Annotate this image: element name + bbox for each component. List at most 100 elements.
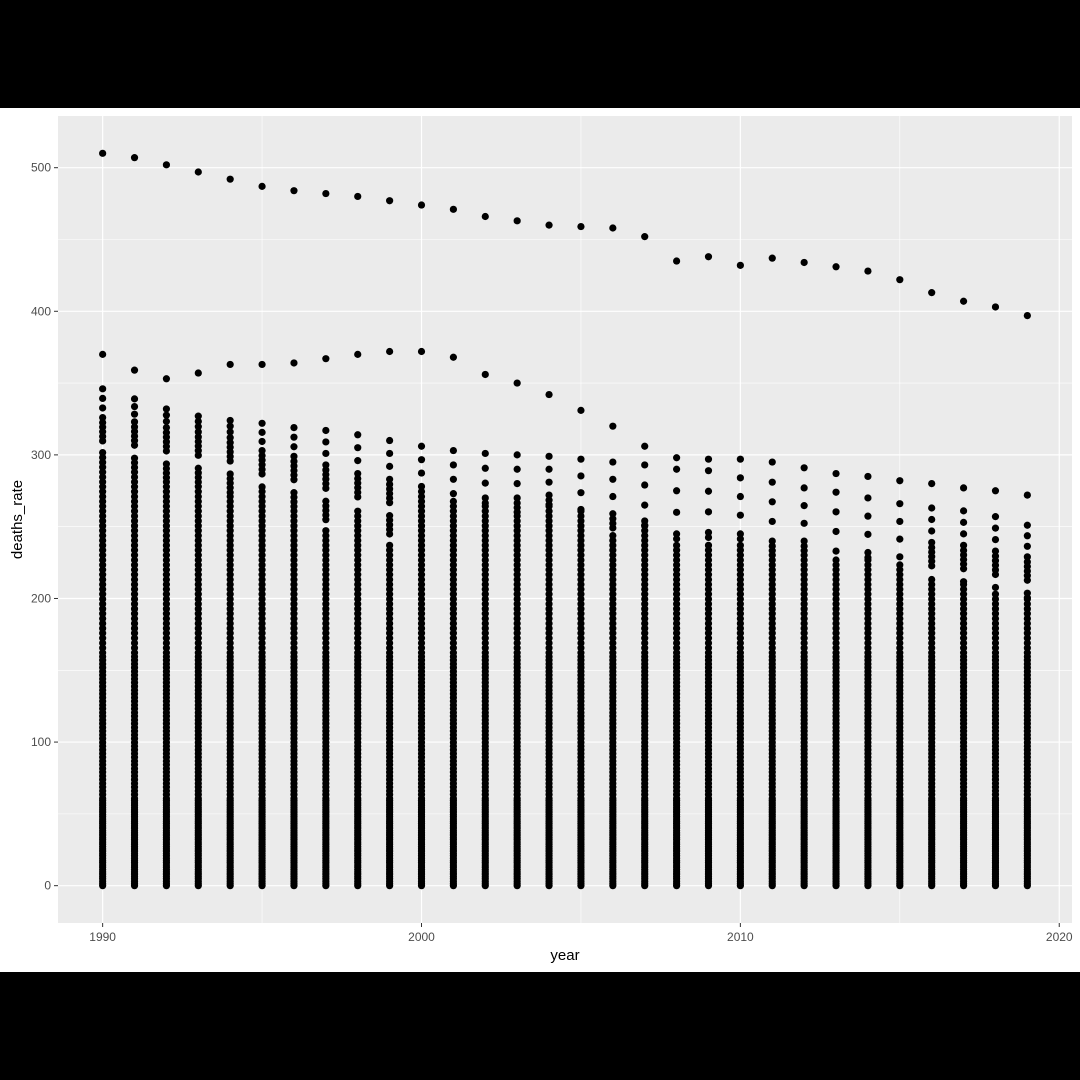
y-tick-label: 0 — [44, 879, 51, 893]
point-third-trend — [577, 455, 585, 463]
point-top-trend — [1023, 311, 1031, 320]
point-upper-cluster — [449, 475, 457, 483]
point-dense — [928, 575, 936, 584]
point-upper-cluster — [194, 428, 202, 436]
y-tick-label: 200 — [31, 591, 51, 605]
point-column — [704, 533, 713, 542]
point-upper-cluster — [704, 487, 713, 495]
point-top-trend — [449, 205, 457, 213]
point-upper-cluster — [417, 456, 426, 464]
point-upper-cluster — [864, 548, 872, 557]
point-upper-cluster — [258, 437, 266, 446]
point-third-trend — [800, 484, 808, 492]
point-upper-cluster — [704, 508, 713, 516]
point-upper-cluster — [609, 492, 617, 501]
point-third-trend — [449, 446, 457, 455]
x-axis-title: year — [550, 947, 579, 964]
point-upper-cluster — [258, 428, 266, 436]
point-upper-cluster — [577, 489, 585, 497]
point-column — [130, 441, 139, 449]
point-column — [417, 487, 426, 496]
point-upper-cluster — [513, 494, 521, 502]
point-dense — [959, 580, 968, 589]
point-column — [386, 499, 394, 507]
point-upper-cluster — [673, 530, 681, 538]
point-dense — [800, 556, 808, 564]
point-upper-cluster — [386, 475, 394, 483]
point-upper-cluster — [130, 410, 139, 418]
point-upper-cluster — [513, 480, 521, 488]
point-top-trend — [832, 263, 840, 271]
point-upper-cluster — [162, 417, 171, 425]
point-third-trend — [704, 467, 713, 475]
point-upper-cluster — [991, 547, 1000, 555]
point-second-trend — [800, 464, 808, 472]
point-second-trend — [417, 347, 426, 356]
point-upper-cluster — [959, 518, 968, 526]
point-top-trend — [290, 187, 298, 195]
point-second-trend — [736, 455, 744, 463]
point-upper-cluster — [322, 438, 330, 446]
point-second-trend — [609, 422, 617, 430]
point-upper-cluster — [768, 517, 776, 526]
point-upper-cluster — [322, 449, 330, 458]
point-top-trend — [354, 192, 362, 201]
point-upper-cluster — [896, 517, 904, 526]
point-upper-cluster — [928, 515, 936, 524]
point-upper-cluster — [704, 528, 713, 537]
point-dense — [832, 556, 840, 564]
point-third-trend — [609, 458, 617, 466]
point-top-trend — [417, 201, 426, 209]
point-column — [386, 530, 394, 538]
point-upper-cluster — [864, 512, 872, 520]
point-second-trend — [545, 390, 553, 399]
point-dense — [673, 541, 681, 549]
point-dense — [609, 531, 617, 540]
point-second-trend — [130, 366, 139, 374]
point-second-trend — [226, 360, 234, 369]
point-second-trend — [577, 406, 585, 414]
point-dense — [864, 556, 872, 564]
point-upper-cluster — [99, 394, 107, 403]
y-tick-label: 300 — [31, 448, 51, 462]
point-column — [991, 583, 1000, 592]
point-column — [194, 451, 202, 459]
point-upper-cluster — [354, 444, 362, 452]
point-dense — [991, 590, 1000, 598]
point-dense — [226, 492, 234, 501]
point-upper-cluster — [991, 524, 1000, 532]
point-top-trend — [162, 161, 171, 169]
point-third-trend — [258, 419, 266, 427]
point-top-trend — [481, 212, 489, 221]
point-top-trend — [99, 149, 107, 157]
point-third-trend — [513, 451, 521, 459]
point-dense — [704, 541, 713, 549]
point-dense — [194, 488, 202, 496]
point-upper-cluster — [832, 527, 840, 536]
point-upper-cluster — [449, 490, 457, 498]
point-third-trend — [162, 405, 171, 413]
point-column — [258, 470, 266, 478]
point-top-trend — [130, 154, 139, 162]
point-third-trend — [928, 504, 936, 512]
point-upper-cluster — [577, 472, 585, 480]
point-upper-cluster — [609, 475, 617, 483]
point-column — [1023, 576, 1031, 584]
point-dense — [736, 541, 744, 549]
point-upper-cluster — [864, 530, 872, 538]
point-dense — [641, 517, 649, 525]
point-column — [354, 493, 362, 501]
point-column — [290, 507, 298, 515]
point-upper-cluster — [194, 417, 202, 425]
point-upper-cluster — [928, 538, 936, 547]
point-dense — [417, 492, 426, 501]
point-third-trend — [417, 442, 426, 450]
point-dense — [449, 497, 457, 506]
point-upper-cluster — [322, 461, 330, 469]
point-third-trend — [99, 385, 107, 393]
point-upper-cluster — [130, 402, 139, 411]
point-upper-cluster — [162, 423, 171, 432]
point-upper-cluster — [991, 536, 1000, 544]
point-second-trend — [449, 353, 457, 361]
point-upper-cluster — [481, 479, 489, 487]
